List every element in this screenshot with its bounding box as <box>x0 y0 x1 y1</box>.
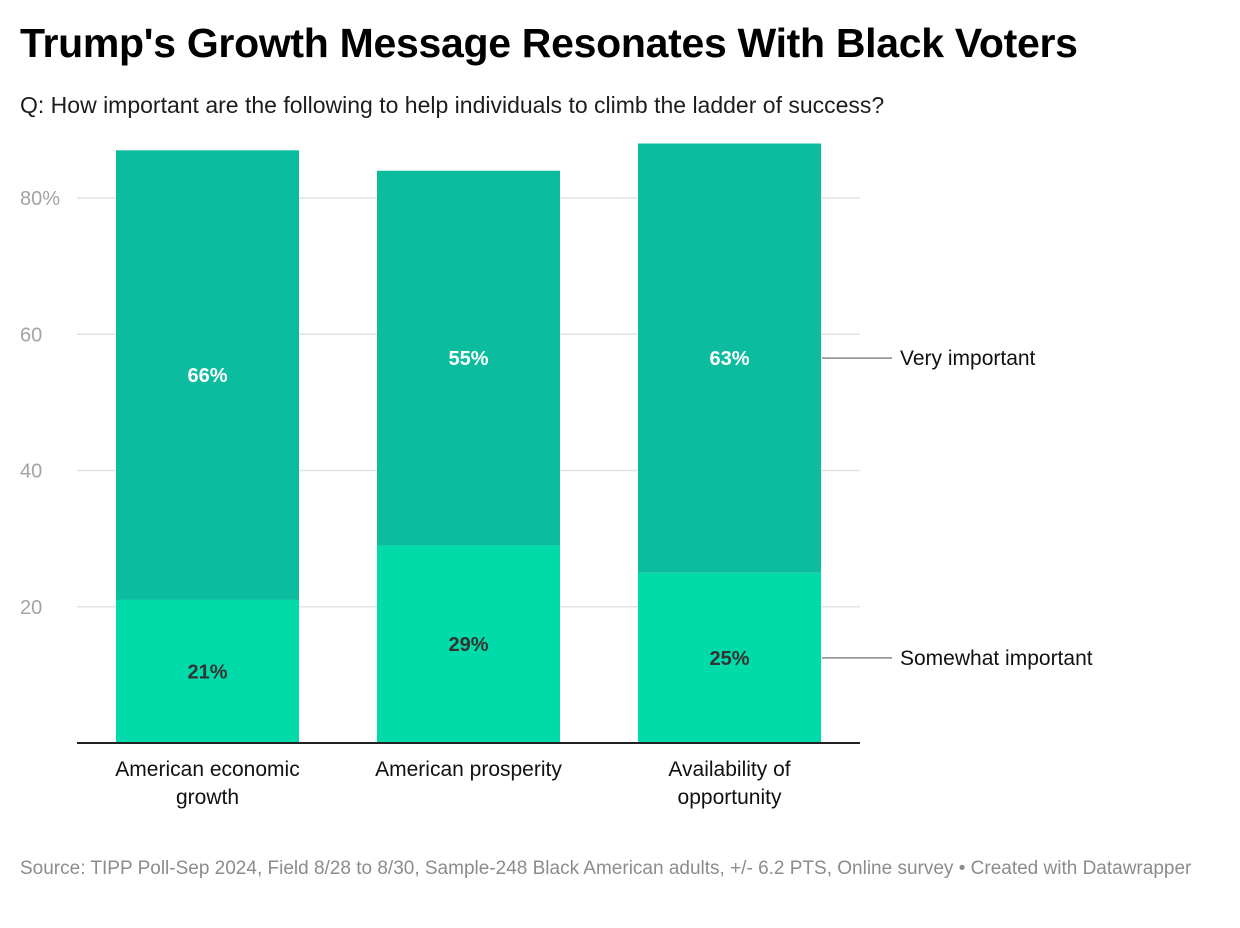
bar-somewhat-important-2 <box>377 545 560 743</box>
category-label: Availability of opportunity <box>668 758 790 809</box>
data-label: 25% <box>709 648 749 670</box>
legend: Somewhat important Very important <box>822 347 1093 670</box>
data-label: 55% <box>448 348 488 370</box>
chart-subtitle: Q: How important are the following to he… <box>20 92 885 118</box>
category-label: American economic growth <box>115 758 299 809</box>
y-tick-label: 80% <box>20 188 60 210</box>
data-label: 66% <box>187 365 227 387</box>
chart-title: Trump's Growth Message Resonates With Bl… <box>20 20 1078 66</box>
bar-very-important-2 <box>377 170 560 546</box>
bars: 21% 66% 29% 55% 25% 63% <box>116 143 821 743</box>
y-tick-label: 40 <box>20 461 42 483</box>
data-label: 29% <box>448 634 488 656</box>
data-label: 63% <box>709 348 749 370</box>
bar-somewhat-important-3 <box>638 572 821 743</box>
data-label: 21% <box>187 661 227 683</box>
category-label: American prosperity <box>375 758 562 781</box>
x-axis-labels: American economic growth American prosperi… <box>115 758 790 809</box>
legend-label: Somewhat important <box>900 647 1093 670</box>
source-note: Source: TIPP Poll-Sep 2024, Field 8/28 t… <box>20 858 1192 879</box>
legend-label: Very important <box>900 347 1036 370</box>
y-tick-label: 20 <box>20 597 42 619</box>
bar-very-important-1 <box>116 150 299 600</box>
stacked-bar-chart: 20 40 60 80% 21% 66% 29% 55% 25% 63% American ec… <box>20 143 1093 809</box>
bar-very-important-3 <box>638 143 821 573</box>
bar-somewhat-important-1 <box>116 599 299 743</box>
y-tick-label: 60 <box>20 324 42 346</box>
y-axis-ticks: 20 40 60 80% <box>20 188 60 619</box>
